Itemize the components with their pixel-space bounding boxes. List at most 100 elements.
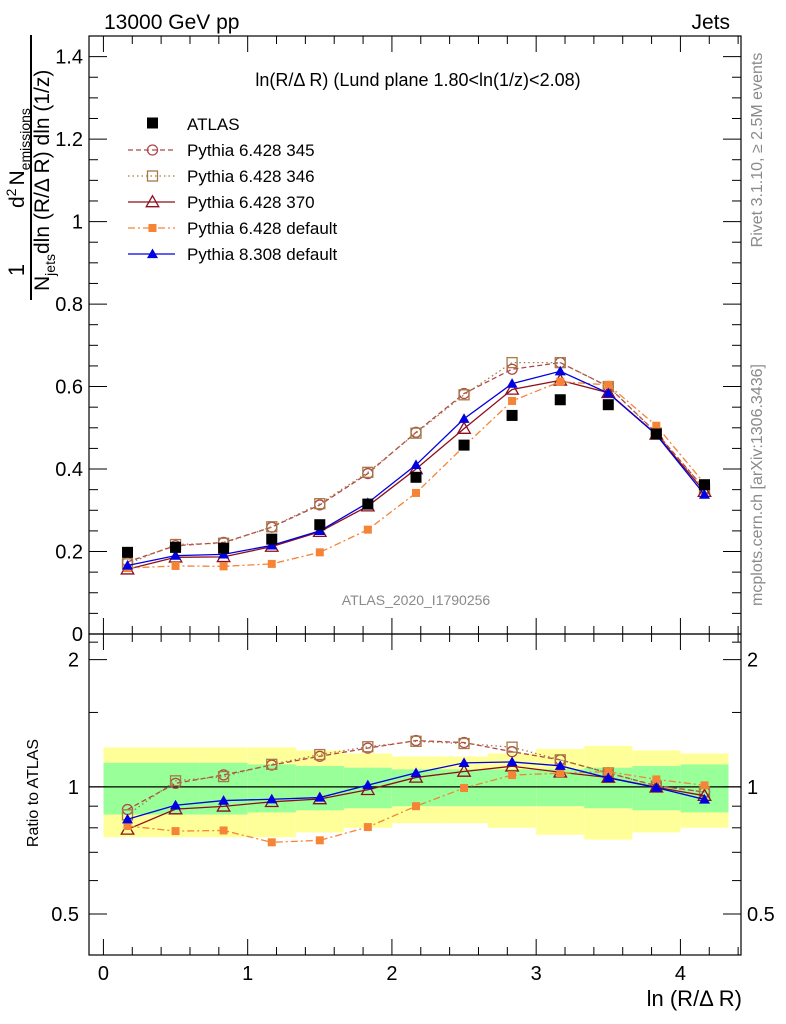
ylabel-one: 1 [4,264,29,276]
series-5-point [506,378,518,388]
ratio-frame [88,633,742,956]
atlas-data-point [314,519,326,531]
series-2-ratio-line [127,740,705,816]
series-3-point [504,381,520,395]
series-4-ratio-point [652,775,661,784]
x-tick-label: 2 [386,963,397,985]
ratio-tick-label-right: 0.5 [747,904,775,926]
series-5-ratio-point [699,793,711,804]
series-3-ratio-point [216,798,231,812]
series-2-ratio-point [362,741,374,753]
series-2-ratio-point [458,737,470,750]
series-1-point [506,363,518,375]
series-4-point [508,396,517,405]
legend-marker [147,248,158,259]
atlas-data-point [218,542,230,554]
series-5-ratio-point [314,792,326,802]
main-panel: 0 0.2 0.4 0.6 0.8 1 1.2 1.4 [55,35,742,646]
ylabel-dln: dln (R/Δ R) dln (1/z) [31,70,54,254]
atlas-data-point [650,428,662,440]
x-tick-label: 4 [675,963,686,985]
series-4-ratio-point [315,836,324,845]
y-tick-label: 0 [72,624,83,646]
y-tick-label: 0.6 [55,377,83,399]
series-2-point [506,356,518,369]
plot-title: ln(R/Δ R) (Lund plane 1.80<ln(1/z)<2.08) [255,70,580,90]
legend-label: Pythia 6.428 370 [187,193,315,212]
atlas-data-point [506,409,518,421]
series-2-point [314,498,326,510]
series-5-ratio-point [410,767,422,778]
series-4-ratio-point [460,784,469,793]
series-2-ratio-point [314,748,326,761]
series-2-point [362,466,374,478]
series-4-point [652,421,661,430]
series-5-point [170,550,182,560]
series-5-ratio-point [650,782,662,792]
series-2-point [410,427,422,439]
series-4-ratio-point [267,838,276,847]
series-5-point [699,489,711,499]
series-2-ratio-point [217,770,230,783]
y-tick-label: 1.4 [55,47,83,69]
series-5-ratio-point [458,757,470,767]
atlas-data-point [170,541,182,553]
series-5-point [554,365,566,376]
ylabel-njets-sub: jets [42,254,58,277]
series-4-point [315,548,324,557]
legend-label: Pythia 6.428 default [187,219,338,238]
ratio-tick-label-left: 0.5 [51,904,79,926]
series-5-point [458,413,470,423]
analysis-watermark: ATLAS_2020_I1790256 [342,592,491,608]
series-2-ratio-point [410,735,422,747]
series-5-ratio-point [554,760,566,770]
ratio-tick-label-left: 2 [68,650,79,672]
legend-marker [145,194,160,208]
y-tick-label: 1.2 [55,129,83,151]
series-1-point [266,521,278,533]
series-2-point [266,521,278,533]
series-4-ratio-point [123,821,132,830]
series-4-point [363,525,372,534]
series-4-ratio-point [363,823,372,832]
atlas-data-point [458,439,470,451]
series-5-ratio-point [266,793,278,804]
ratio-band-inner [247,764,296,813]
rivet-label: Rivet 3.1.10, ≥ 2.5M events [749,53,766,248]
legend-marker [146,144,159,156]
atlas-data-point [266,533,278,545]
ratio-ylabel: Ratio to ATLAS [25,739,42,847]
series-4-point [604,380,613,389]
series-4-ratio-point [219,826,228,835]
y-tick-label: 1 [72,212,83,234]
series-4-ratio-point [556,769,565,778]
collision-label: 13000 GeV pp [104,11,239,34]
jets-label: Jets [691,11,730,34]
series-5-ratio-point [362,779,374,790]
atlas-data-point [122,546,134,558]
mcplots-label: mcplots.cern.ch [arXiv:1306.3436] [749,364,766,606]
series-4-ratio-point [700,781,709,790]
series-4-ratio-point [412,802,421,811]
series-4-point [267,559,276,568]
series-1-ratio-line [127,739,705,811]
series-3-point [456,421,472,434]
series-4-point [556,377,565,386]
ylabel-njets: N [31,276,54,291]
series-4-ratio-point [604,767,613,776]
series-5-point [122,560,134,570]
series-3-ratio-point [456,763,472,777]
series-4-point [219,562,228,571]
legend-marker [146,170,159,182]
series-4-point [171,561,180,570]
legend-label: Pythia 6.428 345 [187,141,315,160]
ratio-tick-label-right: 1 [747,777,758,799]
series-5-ratio-point [122,813,134,824]
series-5-ratio-point [218,795,230,805]
series-4-ratio-point [508,771,517,780]
main-ylabel: 1 Njetsdln (R/Δ R) dln (1/z) d2 Nemission… [3,35,58,300]
y-tick-label: 0.2 [55,542,83,564]
series-2-ratio-point [169,775,182,787]
atlas-data-point [554,394,566,406]
